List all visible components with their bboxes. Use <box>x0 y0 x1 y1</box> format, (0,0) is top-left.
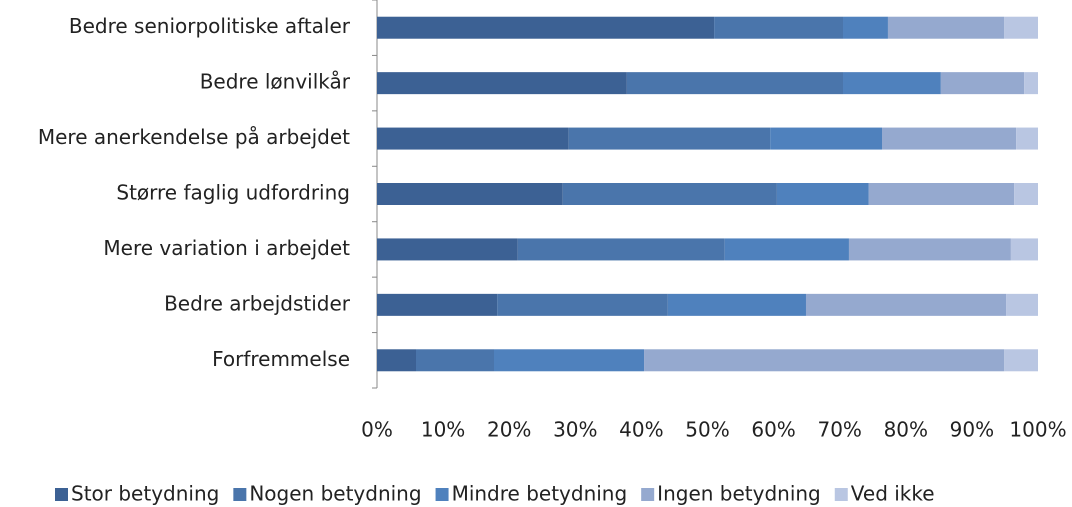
bar-segment <box>843 16 888 39</box>
bar-segment <box>667 293 806 316</box>
bar-segment <box>377 127 569 150</box>
bar-segment <box>415 349 494 372</box>
category-label: Mere variation i arbejdet <box>103 236 350 260</box>
x-tick-label: 0% <box>361 418 393 442</box>
legend-swatch <box>55 488 68 501</box>
category-label: Forfremmelse <box>212 347 350 371</box>
bar-segment <box>1024 72 1038 95</box>
bar-segment <box>1004 349 1038 372</box>
bar-segment <box>377 293 498 316</box>
bar-segment <box>377 72 627 95</box>
bar-segment <box>1004 16 1038 39</box>
category-label: Mere anerkendelse på arbejdet <box>38 125 350 149</box>
bar-segment <box>493 349 645 372</box>
category-label: Bedre seniorpolitiske aftaler <box>69 14 351 38</box>
x-tick-label: 50% <box>685 418 729 442</box>
bar-segment <box>805 293 1007 316</box>
x-tick-label: 60% <box>751 418 795 442</box>
bar-segment <box>626 72 844 95</box>
bar-segment <box>1006 293 1038 316</box>
bar-segment <box>1010 238 1038 261</box>
bar-segment <box>843 72 941 95</box>
legend-label: Ved ikke <box>851 482 935 506</box>
x-tick-label: 100% <box>1009 418 1066 442</box>
bar-segment <box>868 183 1015 205</box>
bar-segment <box>377 16 715 39</box>
category-label: Bedre arbejdstider <box>164 291 351 315</box>
bar-segment <box>724 238 849 261</box>
bar-segment <box>568 127 771 150</box>
bar-segment <box>940 72 1025 95</box>
bar-segment <box>497 293 668 316</box>
bar-segment <box>1016 127 1038 150</box>
category-label: Bedre lønvilkår <box>200 70 351 94</box>
legend-label: Mindre betydning <box>452 482 628 506</box>
x-tick-label: 20% <box>487 418 531 442</box>
bar-segment <box>848 238 1011 261</box>
x-tick-label: 40% <box>619 418 663 442</box>
x-tick-label: 90% <box>950 418 994 442</box>
bar-segment <box>770 127 883 150</box>
bar-segment <box>517 238 725 261</box>
bar-segment <box>714 16 844 39</box>
legend-swatch <box>641 488 655 501</box>
bar-segment <box>377 238 518 261</box>
bar-segment <box>1014 183 1038 205</box>
bar-segment <box>562 183 777 205</box>
legend-label: Nogen betydning <box>249 482 421 506</box>
category-label: Større faglig udfordring <box>116 181 350 205</box>
bar-segment <box>644 349 1005 372</box>
legend-swatch <box>233 488 247 501</box>
bar-segment <box>377 349 416 372</box>
bar-segment <box>887 16 1005 39</box>
legend-swatch <box>834 488 848 501</box>
bar-segment <box>882 127 1017 150</box>
legend-label: Ingen betydning <box>657 482 821 506</box>
x-tick-label: 30% <box>553 418 597 442</box>
legend-label: Stor betydning <box>71 482 219 506</box>
bar-segment <box>377 183 563 205</box>
bar-segment <box>776 183 869 205</box>
x-tick-label: 70% <box>817 418 861 442</box>
x-tick-label: 80% <box>884 418 928 442</box>
x-tick-label: 10% <box>421 418 465 442</box>
legend-swatch <box>435 488 449 501</box>
